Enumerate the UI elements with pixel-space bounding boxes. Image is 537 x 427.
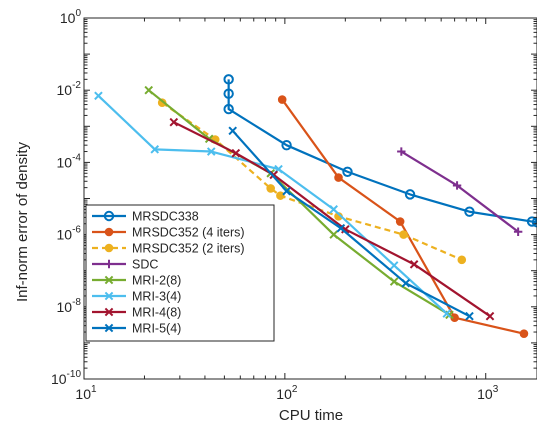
data-point: [389, 277, 399, 286]
data-point: [231, 148, 241, 158]
y-tick-label: 10-8: [57, 297, 82, 315]
data-point: [223, 88, 234, 99]
data-point: [282, 186, 291, 196]
data-point: [464, 206, 475, 217]
data-point: [266, 184, 275, 193]
data-point: [397, 147, 406, 156]
data-point: [526, 216, 537, 227]
legend: MRSDC338 MRSDC352 (4 iters) MRSDC352 (2 it…: [85, 204, 275, 342]
legend-label: MRI-3(4): [132, 290, 181, 304]
series-line: [173, 121, 491, 318]
x-tick-label: 102: [276, 384, 298, 402]
legend-label: MRI-2(8): [132, 274, 181, 288]
data-point: [169, 117, 179, 127]
series-line: [281, 98, 525, 335]
data-point: [206, 147, 216, 156]
series-7: [228, 126, 474, 321]
data-point: [144, 85, 154, 95]
legend-item: MRSDC352 (2 iters): [92, 242, 245, 256]
legend-marker: [104, 323, 114, 333]
legend-label: MRI-4(8): [132, 306, 181, 320]
legend-label: MRI-5(4): [132, 322, 181, 336]
data-point: [465, 311, 474, 321]
data-point: [150, 145, 160, 154]
x-tick-label: 101: [75, 384, 97, 402]
legend-label: SDC: [132, 258, 158, 272]
data-point: [223, 74, 234, 85]
legend-label: MRSDC338: [132, 210, 199, 224]
legend-marker: [103, 210, 115, 222]
y-tick-label: 10-4: [57, 152, 82, 170]
legend-item: SDC: [92, 258, 158, 272]
data-point: [519, 329, 529, 338]
data-point: [329, 230, 338, 239]
data-point: [457, 255, 467, 265]
y-tick-label: 10-10: [51, 369, 81, 387]
data-point: [276, 191, 285, 200]
legend-item: MRI-5(4): [92, 322, 181, 336]
legend-label: MRSDC352 (2 iters): [132, 242, 245, 256]
legend-marker: [104, 243, 114, 253]
series-3: [397, 147, 523, 236]
data-point: [404, 189, 416, 200]
data-point: [342, 166, 353, 177]
series-line: [148, 89, 451, 316]
series-5: [94, 91, 452, 318]
data-point: [277, 95, 287, 104]
x-tick-label: 103: [477, 384, 499, 402]
legend-box: [85, 204, 275, 342]
legend-item: MRSDC338: [92, 210, 199, 224]
legend-item: MRSDC352 (4 iters): [92, 226, 245, 240]
data-point: [513, 227, 523, 236]
series-line: [400, 150, 519, 233]
axes: 101 102 103 100 10-2 10-4 10-6 10-8 10-10: [51, 8, 537, 402]
data-point: [485, 311, 495, 321]
data-point: [401, 278, 411, 288]
x-axis-label: CPU time: [279, 407, 343, 424]
y-axis-label: Inf-norm error of density: [14, 141, 31, 302]
legend-item: MRI-3(4): [92, 290, 181, 304]
data-point: [389, 261, 399, 270]
legend-label: MRSDC352 (4 iters): [132, 226, 245, 240]
data-point: [334, 173, 343, 182]
data-point: [409, 260, 419, 269]
data-point: [450, 313, 459, 322]
data-point: [336, 223, 346, 233]
data-point: [228, 126, 238, 136]
legend-marker: [104, 259, 114, 269]
data-point: [395, 217, 405, 226]
y-tick-label: 10-6: [57, 225, 82, 243]
data-point: [281, 139, 292, 151]
y-tick-label: 100: [60, 8, 82, 26]
series-line: [227, 79, 537, 224]
legend-marker: [104, 227, 114, 237]
legend-item: MRI-4(8): [92, 306, 181, 320]
data-point: [452, 181, 462, 190]
legend-marker: [104, 307, 114, 317]
data-point: [442, 309, 452, 318]
series-1: [277, 95, 529, 338]
data-point: [329, 205, 338, 214]
legend-marker: [104, 275, 114, 285]
legend-item: MRI-2(8): [92, 274, 181, 288]
data-point: [399, 230, 408, 239]
y-tick-label: 10-2: [57, 80, 82, 98]
legend-marker: [104, 291, 114, 301]
data-point: [94, 91, 103, 101]
series-0: [223, 74, 537, 228]
data-point: [223, 103, 234, 115]
series-2: [157, 98, 467, 265]
